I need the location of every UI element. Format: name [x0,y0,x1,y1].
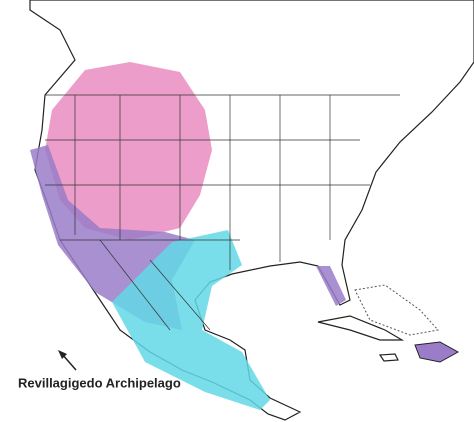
breeding-range [45,62,212,240]
winter-range [112,230,270,410]
borders [45,94,400,331]
cuba [317,315,405,341]
place-label: Revillagigedo Archipelago [18,375,181,390]
hispaniola [414,341,460,363]
jamaica [378,353,399,362]
arrow-head [58,350,67,359]
year-round-range-florida [316,266,346,306]
bahamas-outline [354,284,439,336]
